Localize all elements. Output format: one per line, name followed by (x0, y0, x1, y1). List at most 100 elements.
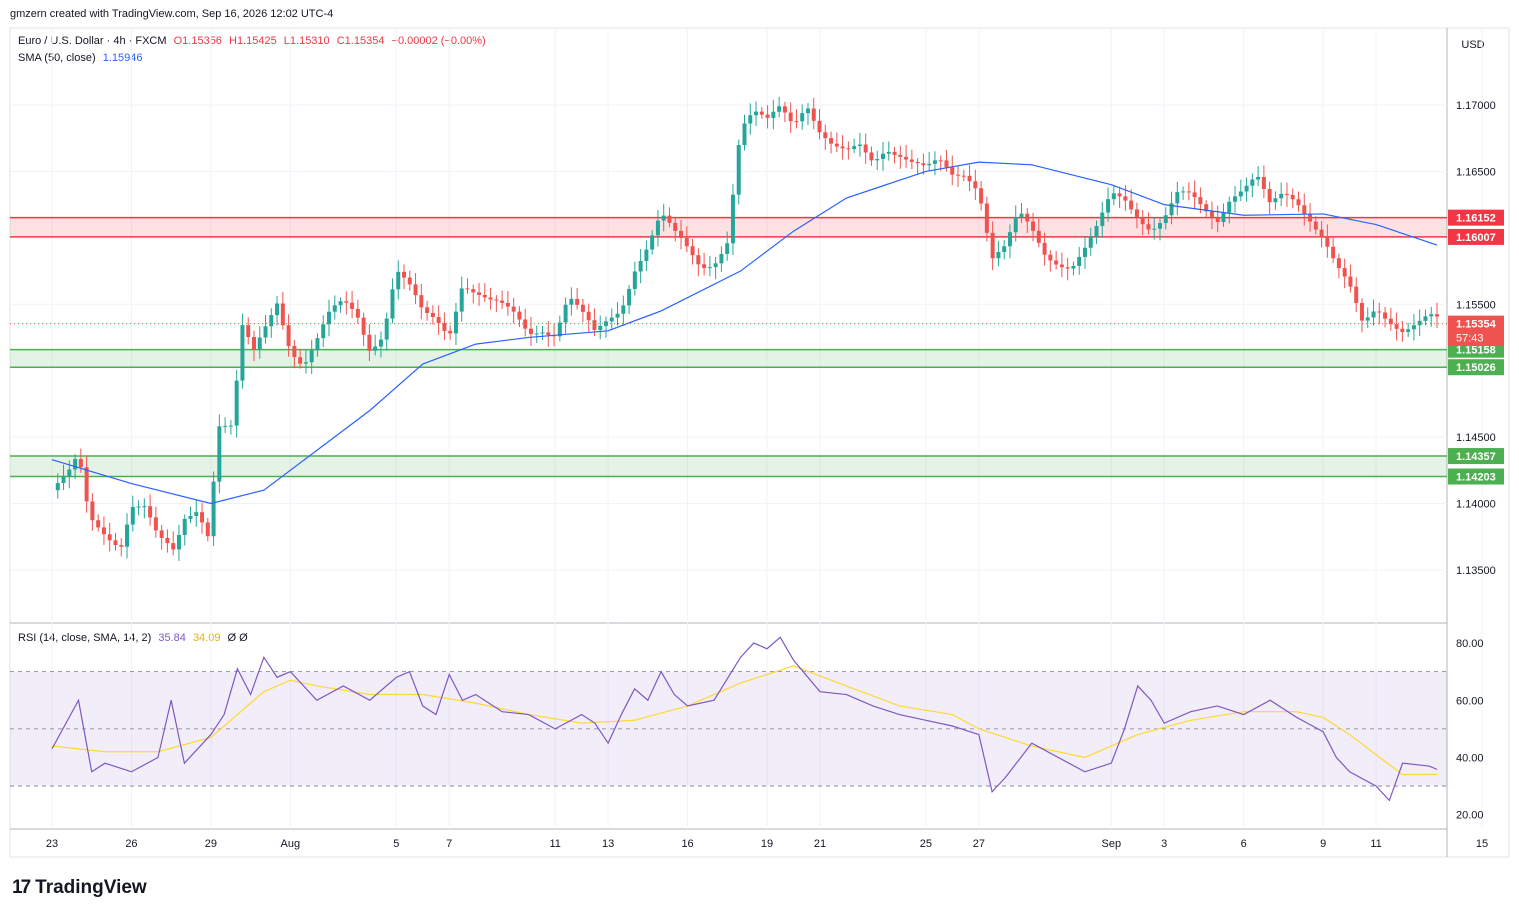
candle-body (1302, 205, 1307, 214)
candle-body (1233, 196, 1238, 202)
candle-body (1106, 199, 1111, 213)
candle-body (1273, 198, 1278, 203)
candle-body (857, 144, 862, 147)
candle-body (1417, 320, 1422, 326)
candle-body (1036, 230, 1041, 243)
candle-body (84, 467, 89, 502)
candle-body (136, 506, 141, 508)
support-price-tag (1448, 341, 1504, 358)
candle-body (217, 426, 222, 482)
candle-body (1002, 246, 1007, 253)
candle-body (898, 154, 903, 157)
candle-body (1123, 196, 1128, 201)
candle-body (1296, 199, 1301, 206)
support-price-tag-label: 1.14203 (1456, 472, 1496, 484)
close-value: C1.15354 (336, 35, 385, 47)
candle-body (188, 515, 193, 519)
candle-body (528, 328, 533, 335)
price-tags: 1.16152 1.16007 1.15158 1.15026 1.14357 1.142… (10, 209, 1504, 485)
candle-body (159, 530, 164, 538)
tradingview-logo-mark: 17 (12, 877, 31, 898)
candle-body (904, 156, 909, 160)
grid-lines (10, 28, 1483, 829)
candle-body (707, 267, 712, 269)
rsi-lines (51, 636, 1438, 802)
time-tick-label: 15 (1476, 838, 1488, 850)
rsi-band-fill (10, 671, 1447, 787)
candle-body (805, 108, 810, 114)
candle-body (638, 261, 643, 272)
candle-body (1082, 247, 1087, 257)
symbol-name: Euro / U.S. Dollar · 4h · FXCM (18, 35, 167, 47)
candle-body (240, 325, 245, 381)
candle-body (742, 123, 747, 146)
time-tick-label: Sep (1101, 838, 1121, 850)
candle-body (505, 302, 510, 307)
candle-body (881, 153, 885, 160)
candle-body (655, 220, 660, 236)
candle-body (494, 299, 499, 301)
candle-body (275, 303, 280, 316)
candle-body (211, 481, 216, 537)
candle-body (223, 425, 228, 427)
axis-labels: 1.13500 1.14000 1.14500 1.15500 1.16500 1.170… (46, 100, 1496, 850)
price-tick-label: 1.13500 (1456, 565, 1496, 577)
candle-body (546, 332, 551, 336)
rsi-legend: RSI (14, close, SMA, 14, 2) 35.84 34.09 … (18, 632, 252, 644)
candle-body (1042, 242, 1047, 255)
candle-body (142, 506, 147, 508)
candle-body (875, 159, 880, 161)
candle-body (96, 520, 101, 528)
candle-body (1406, 329, 1411, 332)
candle-body (1261, 176, 1266, 190)
candle-body (667, 215, 672, 223)
candle-body (771, 111, 776, 118)
candle-body (119, 545, 124, 547)
candle-body (1256, 176, 1261, 180)
candle-body (938, 160, 943, 162)
candle-body (130, 506, 135, 525)
candle-body (1423, 316, 1428, 321)
candle-body (1279, 193, 1284, 199)
candle-body (829, 138, 834, 144)
time-tick-label: 23 (46, 838, 58, 850)
candle-body (1227, 201, 1232, 213)
candle-body (615, 313, 620, 318)
candle-body (1204, 204, 1209, 212)
candle-body (61, 476, 66, 484)
candle-body (257, 337, 262, 350)
chart-frame (9, 27, 1510, 858)
candle-body (575, 298, 580, 305)
chart-attribution: gmzern created with TradingView.com, Sep… (10, 8, 334, 20)
candle-body (453, 311, 458, 334)
candle-body (534, 333, 539, 335)
resistance-price-tag (1448, 209, 1504, 226)
candle-body (1175, 192, 1180, 204)
time-tick-label: 19 (761, 838, 773, 850)
candle-body (973, 181, 978, 189)
countdown-label: 57:43 (1456, 333, 1484, 345)
candle-body (101, 527, 106, 535)
rsi-tick-label: 20.00 (1456, 810, 1484, 822)
candle-body (1388, 318, 1393, 325)
candle-body (246, 325, 251, 338)
candle-body (228, 425, 233, 427)
currency-selector[interactable]: USD (1461, 39, 1485, 51)
candle-body (390, 289, 395, 319)
candle-body (200, 512, 205, 523)
change-value: −0.00002 (−0.00%) (391, 35, 486, 47)
time-tick-label: 16 (681, 838, 693, 850)
candle-body (1354, 286, 1359, 303)
rsi-tick-label: 80.00 (1456, 638, 1484, 650)
support-price-tag (1448, 468, 1504, 485)
candle-body (1192, 192, 1197, 198)
candle-body (1284, 193, 1289, 195)
candle-body (944, 160, 949, 168)
candle-body (251, 337, 256, 350)
rsi-sma-value: 34.09 (192, 632, 221, 644)
candle-body (736, 145, 741, 195)
candle-body (407, 277, 412, 285)
sma-line (51, 161, 1438, 505)
candle-body (1313, 221, 1318, 230)
